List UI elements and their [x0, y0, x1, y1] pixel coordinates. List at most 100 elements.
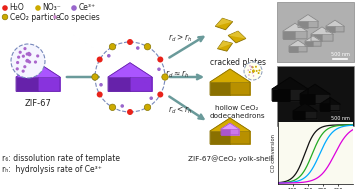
Polygon shape — [289, 46, 298, 52]
Polygon shape — [210, 69, 250, 82]
Circle shape — [144, 43, 151, 50]
Text: NO₃⁻: NO₃⁻ — [43, 4, 61, 12]
Polygon shape — [210, 131, 230, 144]
Circle shape — [258, 72, 260, 74]
Circle shape — [244, 62, 262, 80]
Circle shape — [97, 57, 103, 63]
Polygon shape — [315, 94, 330, 104]
Polygon shape — [218, 41, 233, 51]
Polygon shape — [215, 18, 233, 30]
Circle shape — [247, 69, 249, 71]
Circle shape — [26, 59, 29, 63]
Circle shape — [162, 74, 168, 80]
Text: r₆: dissolution rate of template: r₆: dissolution rate of template — [2, 154, 120, 163]
Circle shape — [16, 61, 19, 64]
Circle shape — [258, 69, 261, 71]
Circle shape — [53, 15, 57, 19]
Text: Ce³⁺: Ce³⁺ — [78, 4, 95, 12]
Circle shape — [248, 74, 250, 76]
Text: CeO₂ particle: CeO₂ particle — [10, 12, 60, 22]
Circle shape — [232, 128, 234, 129]
Circle shape — [127, 109, 133, 115]
Polygon shape — [300, 84, 330, 94]
Circle shape — [224, 130, 226, 132]
Circle shape — [252, 70, 254, 72]
Circle shape — [251, 66, 253, 68]
Polygon shape — [230, 129, 239, 135]
Bar — [277, 2, 354, 62]
Circle shape — [26, 53, 29, 56]
Circle shape — [224, 130, 226, 131]
Circle shape — [228, 123, 230, 125]
Polygon shape — [326, 26, 335, 32]
Polygon shape — [311, 27, 333, 34]
Circle shape — [228, 128, 230, 129]
Polygon shape — [305, 111, 317, 119]
Polygon shape — [210, 82, 230, 95]
Circle shape — [71, 5, 77, 11]
Polygon shape — [305, 36, 321, 41]
Circle shape — [233, 128, 235, 129]
Polygon shape — [108, 63, 152, 77]
Polygon shape — [308, 21, 318, 28]
Circle shape — [252, 70, 254, 72]
Polygon shape — [300, 94, 315, 104]
Circle shape — [157, 57, 163, 63]
Text: Co species: Co species — [59, 12, 100, 22]
Circle shape — [26, 59, 29, 62]
Circle shape — [229, 127, 230, 129]
Circle shape — [18, 51, 22, 54]
Text: rₕ:  hydrolysis rate of Ce³⁺: rₕ: hydrolysis rate of Ce³⁺ — [2, 165, 102, 174]
Circle shape — [234, 132, 236, 134]
Circle shape — [22, 55, 25, 58]
Text: $r_d$$\approx$$r_h$: $r_d$$\approx$$r_h$ — [165, 68, 189, 80]
Text: $r_d$$<$$r_h$: $r_d$$<$$r_h$ — [168, 104, 192, 115]
Text: ZIF-67@CeO₂ yolk-shell: ZIF-67@CeO₂ yolk-shell — [187, 155, 272, 162]
Polygon shape — [320, 104, 330, 111]
Polygon shape — [298, 15, 318, 21]
Circle shape — [22, 70, 25, 73]
Circle shape — [227, 132, 229, 134]
Circle shape — [136, 46, 140, 50]
Polygon shape — [108, 77, 130, 91]
Circle shape — [157, 91, 163, 98]
Circle shape — [253, 75, 254, 77]
Polygon shape — [228, 31, 246, 39]
Circle shape — [228, 125, 230, 126]
Circle shape — [36, 54, 39, 58]
Polygon shape — [230, 82, 250, 95]
Circle shape — [11, 44, 45, 78]
Circle shape — [256, 70, 258, 72]
Polygon shape — [320, 98, 340, 104]
Circle shape — [28, 60, 31, 64]
Polygon shape — [228, 31, 246, 43]
Text: hollow CeO₂
dodecahedrons: hollow CeO₂ dodecahedrons — [209, 105, 265, 119]
Polygon shape — [293, 103, 317, 111]
Y-axis label: CO conversion: CO conversion — [271, 134, 276, 172]
Circle shape — [251, 67, 252, 68]
Circle shape — [23, 65, 26, 68]
Circle shape — [252, 72, 253, 74]
Circle shape — [109, 104, 116, 111]
Circle shape — [99, 83, 103, 87]
Polygon shape — [313, 41, 321, 46]
Circle shape — [250, 69, 251, 70]
Circle shape — [249, 71, 251, 73]
Circle shape — [109, 43, 116, 50]
Text: H₂O: H₂O — [10, 4, 24, 12]
Polygon shape — [130, 77, 152, 91]
Polygon shape — [283, 31, 295, 39]
Polygon shape — [218, 41, 233, 49]
Circle shape — [228, 130, 230, 132]
Circle shape — [27, 52, 31, 55]
Polygon shape — [16, 77, 38, 91]
Polygon shape — [210, 118, 250, 131]
Polygon shape — [38, 77, 60, 91]
Text: 500 nm: 500 nm — [331, 52, 349, 57]
Polygon shape — [298, 21, 308, 28]
Circle shape — [97, 91, 103, 98]
Polygon shape — [221, 123, 239, 129]
Polygon shape — [298, 46, 307, 52]
Polygon shape — [326, 20, 344, 26]
Polygon shape — [289, 40, 307, 46]
